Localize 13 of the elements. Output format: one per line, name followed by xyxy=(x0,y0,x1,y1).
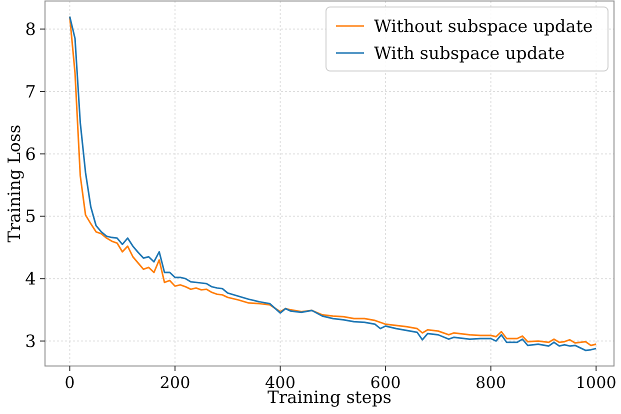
legend-label: With subspace update xyxy=(374,44,565,64)
y-tick-label: 6 xyxy=(25,144,36,165)
x-tick-label: 200 xyxy=(160,373,190,392)
y-tick-label: 3 xyxy=(25,332,36,352)
x-tick-label: 0 xyxy=(64,373,75,392)
y-tick-label: 4 xyxy=(25,270,36,290)
y-axis-title: Training Loss xyxy=(5,124,25,242)
x-tick-label: 1000 xyxy=(576,373,616,392)
x-tick-label: 800 xyxy=(476,373,506,392)
y-tick-label: 8 xyxy=(25,20,36,40)
legend-label: Without subspace update xyxy=(374,16,593,37)
y-tick-label: 7 xyxy=(25,82,36,102)
y-tick-label: 5 xyxy=(25,207,36,228)
